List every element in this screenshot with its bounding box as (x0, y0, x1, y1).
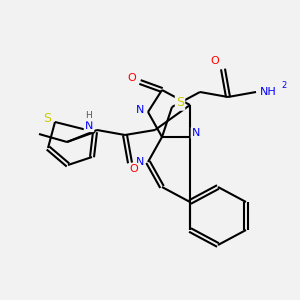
Text: N: N (136, 157, 144, 167)
Text: H: H (85, 112, 92, 121)
Text: NH: NH (260, 87, 276, 97)
Text: N: N (85, 121, 93, 131)
Text: 2: 2 (281, 82, 286, 91)
Text: N: N (192, 128, 200, 138)
Text: O: O (128, 73, 136, 83)
Text: S: S (43, 112, 51, 124)
Text: O: O (211, 56, 219, 66)
Text: S: S (176, 97, 184, 110)
Text: N: N (136, 105, 144, 115)
Text: O: O (130, 164, 138, 174)
